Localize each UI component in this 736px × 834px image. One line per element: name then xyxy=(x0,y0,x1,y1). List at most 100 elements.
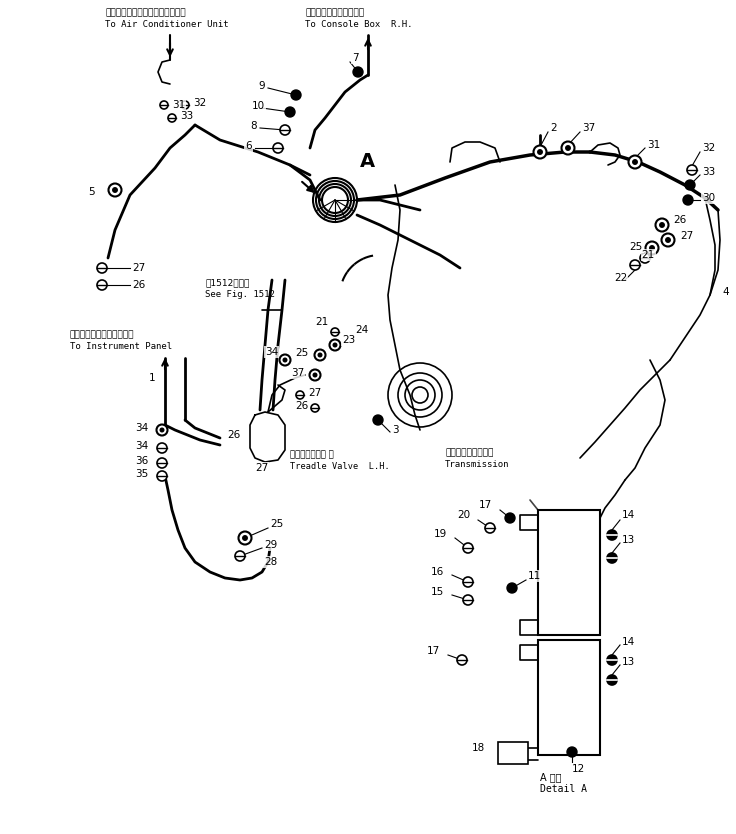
Text: 27: 27 xyxy=(132,263,145,273)
Circle shape xyxy=(280,125,290,135)
Circle shape xyxy=(333,344,337,347)
Text: 14: 14 xyxy=(622,510,635,520)
Text: 25: 25 xyxy=(630,242,643,252)
Text: 25: 25 xyxy=(294,348,308,358)
Circle shape xyxy=(607,530,617,540)
Circle shape xyxy=(566,146,570,150)
Circle shape xyxy=(662,234,674,247)
Text: 5: 5 xyxy=(88,187,95,197)
Bar xyxy=(538,640,600,755)
Text: To Instrument Panel: To Instrument Panel xyxy=(70,342,172,351)
Circle shape xyxy=(629,155,642,168)
Text: 26: 26 xyxy=(294,401,308,411)
Circle shape xyxy=(296,391,304,399)
Text: 33: 33 xyxy=(180,111,194,121)
Text: 28: 28 xyxy=(264,557,277,567)
Text: 24: 24 xyxy=(355,325,368,335)
Circle shape xyxy=(157,425,168,435)
Circle shape xyxy=(485,523,495,533)
Circle shape xyxy=(685,180,695,190)
Circle shape xyxy=(157,471,167,481)
Text: 32: 32 xyxy=(193,98,206,108)
Circle shape xyxy=(353,67,363,77)
Circle shape xyxy=(291,90,301,100)
Circle shape xyxy=(283,358,287,362)
Text: 15: 15 xyxy=(431,587,444,597)
Circle shape xyxy=(280,354,291,365)
Text: 31: 31 xyxy=(647,140,660,150)
Circle shape xyxy=(97,263,107,273)
Circle shape xyxy=(108,183,121,197)
Circle shape xyxy=(243,535,247,540)
Circle shape xyxy=(97,280,107,290)
Circle shape xyxy=(534,145,547,158)
Text: 7: 7 xyxy=(352,53,358,63)
Circle shape xyxy=(538,150,542,154)
Text: 23: 23 xyxy=(342,335,355,345)
Circle shape xyxy=(168,114,176,122)
Text: 13: 13 xyxy=(622,535,635,545)
Circle shape xyxy=(314,373,316,377)
Text: 34: 34 xyxy=(265,347,278,357)
Circle shape xyxy=(238,531,252,545)
Circle shape xyxy=(273,143,283,153)
Text: 18: 18 xyxy=(472,743,485,753)
Text: 21: 21 xyxy=(315,317,328,327)
Circle shape xyxy=(463,577,473,587)
Circle shape xyxy=(311,404,319,412)
Circle shape xyxy=(310,369,320,380)
Text: 30: 30 xyxy=(702,193,715,203)
Text: 26: 26 xyxy=(673,215,686,225)
Text: 第1512図参照: 第1512図参照 xyxy=(205,278,250,287)
Text: 33: 33 xyxy=(702,167,715,177)
Text: 31: 31 xyxy=(172,100,185,110)
Circle shape xyxy=(314,349,325,360)
Text: 1: 1 xyxy=(149,373,155,383)
Circle shape xyxy=(687,165,697,175)
Text: 10: 10 xyxy=(252,101,265,111)
Text: Treadle Valve  L.H.: Treadle Valve L.H. xyxy=(290,462,390,471)
Circle shape xyxy=(656,219,668,232)
Circle shape xyxy=(330,339,341,350)
Text: 2: 2 xyxy=(550,123,556,133)
Text: 36: 36 xyxy=(135,456,148,466)
Text: A: A xyxy=(360,152,375,171)
Text: 16: 16 xyxy=(431,567,444,577)
Circle shape xyxy=(640,253,650,263)
Text: 11: 11 xyxy=(528,571,541,581)
Text: 25: 25 xyxy=(270,519,283,529)
Text: 34: 34 xyxy=(135,423,148,433)
Circle shape xyxy=(235,551,245,561)
Text: 8: 8 xyxy=(250,121,257,131)
Text: 3: 3 xyxy=(392,425,399,435)
Text: トレドルバルブ 左: トレドルバルブ 左 xyxy=(290,450,333,459)
Text: 37: 37 xyxy=(291,368,304,378)
Text: 27: 27 xyxy=(308,388,321,398)
Text: Transmission: Transmission xyxy=(445,460,509,469)
Circle shape xyxy=(331,328,339,336)
Text: 21: 21 xyxy=(642,250,655,260)
Text: 6: 6 xyxy=(245,141,252,151)
Text: 32: 32 xyxy=(702,143,715,153)
Circle shape xyxy=(373,415,383,425)
Circle shape xyxy=(160,101,168,109)
Text: 35: 35 xyxy=(135,469,148,479)
Text: 4: 4 xyxy=(722,287,729,297)
Text: Detail A: Detail A xyxy=(540,784,587,794)
Text: エアーコンディショナユニットへ: エアーコンディショナユニットへ xyxy=(105,8,185,17)
Circle shape xyxy=(285,107,295,117)
Circle shape xyxy=(463,543,473,553)
Circle shape xyxy=(318,354,322,357)
Text: 27: 27 xyxy=(680,231,693,241)
Text: To Console Box  R.H.: To Console Box R.H. xyxy=(305,20,412,29)
Text: 26: 26 xyxy=(227,430,240,440)
Bar xyxy=(498,742,528,764)
Circle shape xyxy=(507,583,517,593)
Text: 17: 17 xyxy=(478,500,492,510)
Text: A 詳細: A 詳細 xyxy=(540,772,562,782)
Text: 9: 9 xyxy=(258,81,265,91)
Text: 34: 34 xyxy=(135,441,148,451)
Circle shape xyxy=(650,246,654,250)
Circle shape xyxy=(633,160,637,164)
Circle shape xyxy=(505,513,515,523)
